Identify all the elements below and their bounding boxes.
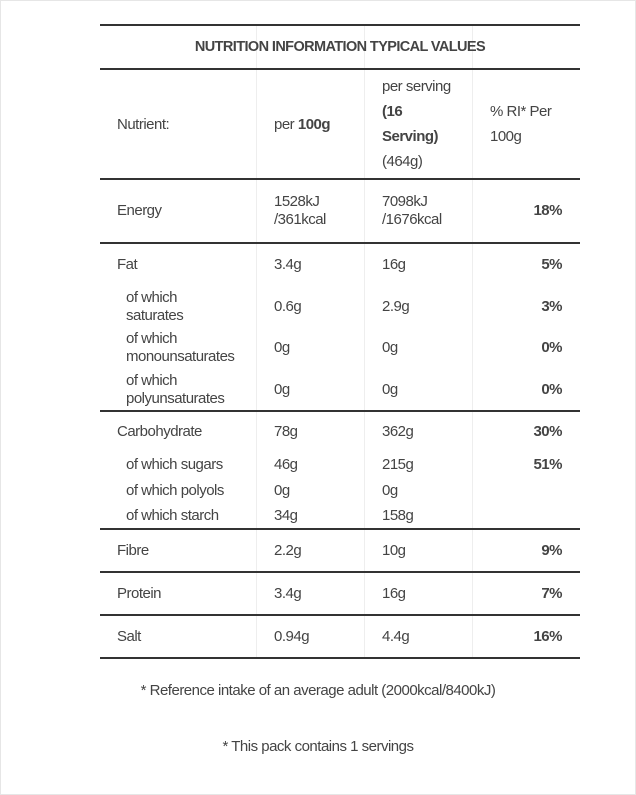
nutrient-name: Salt [117,627,141,645]
ri-value: 30% [533,423,562,440]
table-row: Carbohydrate 78g 362g 30% [100,412,580,452]
nutrient-group: Energy 1528kJ /361kcal 7098kJ /1676kcal 18% [100,180,580,244]
per-100g-value: 0.6g [274,297,302,315]
nutrient-name: Fibre [117,541,149,559]
nutrient-name: of which starch [126,506,219,524]
ri-value: 9% [541,541,562,559]
nutrient-group: Fibre 2.2g 10g 9% [100,530,580,573]
per-100g-value: 34g [274,506,298,524]
per-100g-value: 0g [274,339,290,356]
per-100g-value: 3.4g [274,256,302,273]
table-row: Fibre 2.2g 10g 9% [100,530,580,571]
per-serving-value: 4.4g [382,627,410,645]
table-row: Protein 3.4g 16g 7% [100,573,580,614]
per-serving-value: 0g [382,481,398,499]
nutrient-group: Salt 0.94g 4.4g 16% [100,616,580,659]
per-serving-value: 215g [382,456,414,473]
per-serving-value: 362g [382,423,414,440]
per-100g-value: 46g [274,456,298,473]
nutrient-name: of which monounsaturates [126,330,235,365]
per-100g-value: 2.2g [274,541,302,559]
table-row: Fat 3.4g 16g 5% [100,244,580,286]
ri-value: 3% [541,297,562,315]
per-100g-value: 0.94g [274,627,310,645]
ri-value: 16% [533,627,562,645]
ri-value: 0% [541,339,562,356]
nutrient-name: Protein [117,584,162,602]
reference-footnote: * Reference intake of an average adult (… [140,682,496,699]
per-serving-value: 2.9g [382,297,410,315]
table-row: Energy 1528kJ /361kcal 7098kJ /1676kcal 18% [100,180,580,242]
per-serving-value: 16g [382,256,406,273]
table-body: Energy 1528kJ /361kcal 7098kJ /1676kcal 18%… [100,180,580,659]
ri-value: 7% [541,584,562,602]
table-header: Nutrient: per 100g per serving (16 Servi… [100,70,580,180]
nutrient-name: Fat [117,256,138,273]
table-row: of which saturates 0.6g 2.9g 3% [100,286,580,327]
nutrient-name: of which sugars [126,456,223,473]
header-nutrient: Nutrient: [117,115,170,133]
per-serving-value: 16g [382,584,406,602]
per-serving-value: 158g [382,506,414,524]
ri-value: 51% [533,456,562,473]
per-100g-value: 3.4g [274,584,302,602]
per-serving-value: 7098kJ /1676kcal [382,193,442,228]
column-divider [364,26,365,659]
per-100g-value: 78g [274,423,298,440]
table-title: NUTRITION INFORMATION TYPICAL VALUES [100,26,580,70]
column-divider [472,26,473,659]
nutrient-name: of which polyunsaturates [126,371,225,407]
header-per-serving: per serving (16 Serving) (464g) [382,78,451,170]
servings-footnote: * This pack contains 1 servings [222,738,415,755]
column-divider [256,26,257,659]
nutrient-name: Energy [117,202,162,219]
table-row: of which sugars 46g 215g 51% [100,452,580,478]
table-row: of which monounsaturates 0g 0g 0% [100,327,580,369]
per-serving-value: 0g [382,380,398,398]
nutrient-name: of which saturates [126,288,184,324]
nutrient-name: Carbohydrate [117,423,202,440]
table-row: of which polyunsaturates 0g 0g 0% [100,369,580,410]
nutrient-group: Protein 3.4g 16g 7% [100,573,580,616]
per-100g-value: 0g [274,481,290,499]
per-serving-value: 0g [382,339,398,356]
ri-value: 0% [541,380,562,398]
nutrient-name: of which polyols [126,481,224,499]
header-per-100g: per 100g [274,115,331,133]
ri-value: 18% [533,202,562,219]
nutrition-table: NUTRITION INFORMATION TYPICAL VALUES Nut… [100,24,580,659]
ri-value: 5% [541,256,562,273]
table-row: of which polyols 0g 0g [100,478,580,503]
per-100g-value: 1528kJ /361kcal [274,193,326,228]
per-100g-value: 0g [274,380,290,398]
nutrient-group: Carbohydrate 78g 362g 30% of which sugars 46g… [100,412,580,530]
nutrient-group: Fat 3.4g 16g 5% of which saturates 0.6g 2.9g 3%… [100,244,580,412]
table-row: of which starch 34g 158g [100,503,580,528]
table-row: Salt 0.94g 4.4g 16% [100,616,580,657]
header-ri: % RI* Per 100g [490,103,552,145]
per-serving-value: 10g [382,541,406,559]
